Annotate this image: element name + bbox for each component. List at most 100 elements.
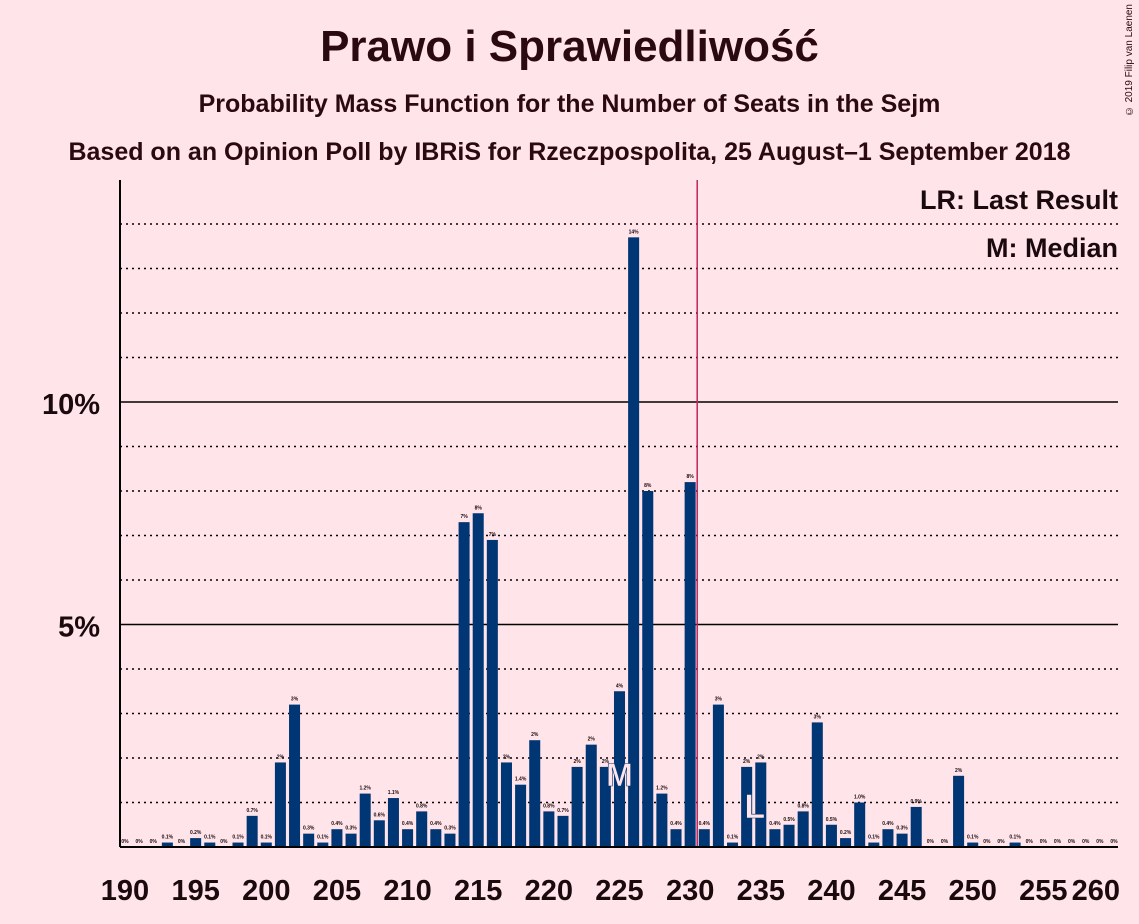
data-label-255: 0% [1040, 839, 1048, 845]
bar-220 [543, 811, 555, 847]
data-label-193: 0.1% [162, 835, 174, 841]
data-label-239: 3% [814, 714, 822, 720]
bar-244 [882, 829, 894, 847]
bar-205 [331, 829, 343, 847]
data-label-244: 0.4% [882, 821, 894, 827]
data-label-192: 0% [150, 839, 158, 845]
bar-245 [896, 833, 908, 847]
data-label-259: 0% [1096, 839, 1104, 845]
bar-236 [769, 829, 781, 847]
data-label-209: 1.1% [388, 790, 400, 796]
data-label-234: 2% [743, 759, 751, 765]
data-label-229: 0.4% [670, 821, 682, 827]
bars [161, 237, 1021, 848]
bar-199 [246, 815, 258, 847]
bar-233 [727, 842, 739, 847]
data-label-246: 0.9% [910, 799, 922, 805]
x-tick-label: 245 [878, 875, 926, 907]
bar-198 [232, 842, 244, 847]
bar-243 [868, 842, 880, 847]
bar-241 [840, 838, 852, 847]
data-label-205: 0.4% [331, 821, 343, 827]
data-label-196: 0.1% [204, 835, 216, 841]
data-label-258: 0% [1082, 839, 1090, 845]
data-label-232: 3% [715, 697, 723, 703]
bar-202 [289, 704, 301, 847]
x-tick-label: 215 [454, 875, 502, 907]
bar-238 [797, 811, 809, 847]
bar-213 [444, 833, 456, 847]
x-tick-label: 260 [1072, 875, 1120, 907]
bar-196 [204, 842, 216, 847]
data-label-204: 0.1% [317, 835, 329, 841]
data-label-210: 0.4% [402, 821, 414, 827]
data-label-225: 4% [616, 683, 624, 689]
data-label-223: 2% [588, 737, 596, 743]
x-tick-label: 235 [737, 875, 785, 907]
bar-211 [416, 811, 428, 847]
data-label-197: 0% [220, 839, 228, 845]
data-label-231: 0.4% [699, 821, 711, 827]
data-label-222: 2% [573, 759, 581, 765]
data-label-216: 7% [489, 532, 497, 538]
bar-227 [642, 491, 654, 847]
x-tick-label: 230 [666, 875, 714, 907]
bar-250 [967, 842, 979, 847]
bar-253 [1009, 842, 1021, 847]
bar-210 [402, 829, 414, 847]
data-label-203: 0.3% [303, 826, 315, 832]
data-label-248: 0% [941, 839, 949, 845]
bar-201 [274, 762, 286, 847]
data-label-228: 1.2% [656, 786, 668, 792]
x-tick-label: 240 [807, 875, 855, 907]
data-label-194: 0% [178, 839, 186, 845]
x-tick-label: 250 [949, 875, 997, 907]
data-label-240: 0.5% [826, 817, 838, 823]
data-label-251: 0% [983, 839, 991, 845]
x-tick-label: 220 [525, 875, 573, 907]
bar-237 [783, 824, 795, 847]
bar-200 [260, 842, 272, 847]
data-label-238: 0.8% [797, 803, 809, 809]
data-label-243: 0.1% [868, 835, 880, 841]
data-label-252: 0% [997, 839, 1005, 845]
legend-median: M: Median [986, 233, 1118, 263]
bar-223 [585, 744, 597, 847]
data-label-207: 1.2% [359, 786, 371, 792]
chart-subtitle: Probability Mass Function for the Number… [198, 90, 941, 118]
data-label-257: 0% [1068, 839, 1076, 845]
data-label-249: 2% [955, 768, 963, 774]
data-label-214: 7% [460, 514, 468, 520]
data-label-219: 2% [531, 732, 539, 738]
bar-231 [698, 829, 710, 847]
bar-249 [953, 775, 965, 847]
bar-218 [515, 784, 527, 847]
x-tick-label: 225 [595, 875, 643, 907]
median-marker: M [606, 757, 633, 793]
bar-228 [656, 793, 668, 847]
bar-195 [190, 838, 202, 847]
data-label-190: 0% [121, 839, 129, 845]
data-label-201: 2% [277, 754, 285, 760]
bar-208 [373, 820, 385, 847]
data-label-260: 0% [1110, 839, 1118, 845]
data-labels: 0% 0% 0%0.1%0%0.2%0.1%0%0.1%0.7%0.1%2%3%0.… [121, 180, 1118, 847]
bar-226 [628, 237, 640, 848]
bar-203 [303, 833, 315, 847]
bar-225 [613, 691, 626, 847]
bar-246 [910, 806, 922, 847]
data-label-236: 0.4% [769, 821, 781, 827]
x-tick-label: 200 [242, 875, 290, 907]
x-tick-label: 210 [383, 875, 431, 907]
bar-222 [571, 766, 583, 847]
data-label-198: 0.1% [232, 835, 244, 841]
bar-240 [825, 824, 837, 847]
bar-209 [387, 798, 399, 847]
data-label-212: 0.4% [430, 821, 442, 827]
data-label-237: 0.5% [783, 817, 795, 823]
bar-215 [472, 513, 484, 847]
bar-235 [755, 762, 767, 847]
x-tick-label: 190 [101, 875, 149, 907]
data-label-202: 3% [291, 697, 299, 703]
data-label-220: 0.8% [543, 803, 555, 809]
